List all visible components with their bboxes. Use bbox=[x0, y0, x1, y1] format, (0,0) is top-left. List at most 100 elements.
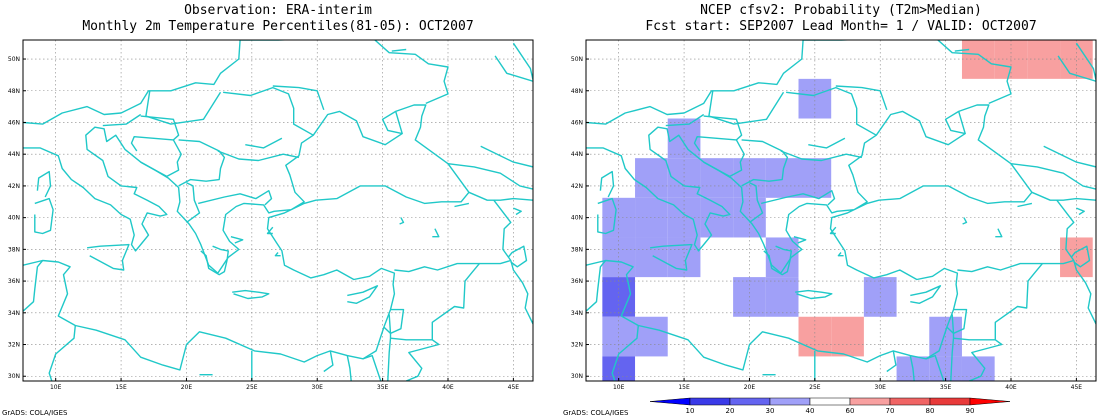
coastline-23 bbox=[958, 111, 966, 134]
probability-cell-4 bbox=[700, 158, 734, 198]
colorbar-label: 20 bbox=[726, 407, 735, 415]
coastline-10 bbox=[586, 40, 804, 125]
coastline-37 bbox=[586, 260, 607, 312]
coastline-18 bbox=[780, 150, 863, 162]
colorbar-swatch-3 bbox=[769, 397, 811, 406]
lat-tick-label: 40N bbox=[8, 215, 20, 222]
lat-tick-label: 38N bbox=[571, 246, 583, 253]
coastline-5 bbox=[347, 285, 379, 304]
coastline-39 bbox=[245, 137, 283, 149]
right-panel-title-line1: NCEP cfsv2: Probability (T2m>Median) bbox=[700, 3, 982, 18]
probability-colorbar: 10 20 30 40 60 70 80 90 bbox=[649, 397, 1011, 415]
coastline-48 bbox=[480, 145, 533, 168]
coastline-17 bbox=[198, 190, 273, 206]
coastline-19 bbox=[223, 86, 314, 136]
lon-tick-label: 30E bbox=[875, 384, 887, 391]
coastline-8 bbox=[829, 226, 837, 235]
coastline-48 bbox=[1043, 145, 1096, 168]
lon-tick-label: 45E bbox=[1071, 384, 1083, 391]
forecast-map-panel: 10E 15E 20E 25E 30E 35E 40E 45E 30N 32N 34N 36N 38N 4… bbox=[571, 39, 1097, 391]
coastline-14 bbox=[703, 139, 745, 178]
coastline-42 bbox=[995, 228, 1003, 238]
coastline-8 bbox=[266, 226, 274, 235]
coastline-11 bbox=[708, 90, 785, 125]
coastline-22 bbox=[936, 40, 1012, 105]
coastline-11 bbox=[145, 90, 222, 125]
coastline-33 bbox=[925, 354, 945, 381]
coastline-7 bbox=[230, 236, 244, 244]
lat-tick-label: 46N bbox=[571, 119, 583, 126]
colorbar-swatch-6 bbox=[889, 397, 931, 406]
coastline-46 bbox=[1075, 42, 1096, 80]
probability-cell-14 bbox=[635, 237, 668, 278]
lon-tick-label: 30E bbox=[312, 384, 324, 391]
lat-tick-label: 38N bbox=[8, 246, 20, 253]
colorbar-swatch-0 bbox=[649, 397, 691, 406]
lon-tick-label: 25E bbox=[809, 384, 821, 391]
colorbar-swatch-1 bbox=[689, 397, 731, 406]
lon-tick-label: 10E bbox=[50, 384, 62, 391]
coastline-47 bbox=[954, 48, 970, 52]
coastline-13 bbox=[130, 115, 180, 152]
probability-cell-22 bbox=[635, 316, 668, 357]
coastline-12 bbox=[665, 113, 705, 127]
coastline-0 bbox=[23, 104, 470, 371]
coastline-43 bbox=[513, 207, 522, 216]
probability-cell-19 bbox=[765, 277, 799, 317]
coastline-47 bbox=[391, 48, 407, 52]
coastline-43 bbox=[1076, 207, 1085, 216]
lon-tick-label: 40E bbox=[1005, 384, 1017, 391]
colorbar-label: 90 bbox=[966, 407, 975, 415]
grads-credit-left: GrADS: COLA/IGES bbox=[2, 409, 68, 417]
colorbar-label: 60 bbox=[846, 407, 855, 415]
coastline-27 bbox=[479, 259, 511, 265]
coastline-13 bbox=[693, 115, 743, 152]
lon-tick-label: 35E bbox=[940, 384, 952, 391]
lat-tick-label: 34N bbox=[8, 310, 20, 317]
coastline-33 bbox=[362, 354, 382, 381]
lon-tick-label: 20E bbox=[744, 384, 756, 391]
lon-tick-label: 40E bbox=[442, 384, 454, 391]
coastline-24 bbox=[447, 163, 533, 190]
probability-cell-34 bbox=[831, 316, 864, 357]
coastline-5 bbox=[910, 285, 942, 304]
coastline-44 bbox=[454, 202, 470, 208]
lon-tick-label: 35E bbox=[377, 384, 389, 391]
coastline-16 bbox=[749, 182, 764, 223]
lat-tick-label: 42N bbox=[8, 183, 20, 190]
coastline-18 bbox=[217, 150, 300, 162]
coastline-1 bbox=[36, 170, 52, 198]
lat-tick-label: 34N bbox=[571, 310, 583, 317]
lon-tick-label: 45E bbox=[508, 384, 520, 391]
probability-cell-2 bbox=[635, 158, 668, 198]
colorbar-label: 40 bbox=[806, 407, 815, 415]
coastline-16 bbox=[186, 182, 201, 223]
coastline-3 bbox=[87, 243, 130, 271]
colorbar-label: 70 bbox=[886, 407, 895, 415]
coastline-9 bbox=[274, 252, 281, 257]
colorbar-swatch-7 bbox=[929, 397, 971, 406]
coastline-1 bbox=[599, 170, 615, 198]
coastline-19 bbox=[786, 86, 877, 136]
coastline-4 bbox=[795, 289, 833, 300]
coastline-25 bbox=[468, 191, 533, 201]
lat-tick-label: 30N bbox=[571, 373, 583, 380]
coastline-24 bbox=[1010, 163, 1096, 190]
coastline-2 bbox=[597, 197, 617, 235]
coastline-25 bbox=[1031, 191, 1096, 201]
lat-tick-label: 32N bbox=[8, 342, 20, 349]
coastline-29 bbox=[951, 308, 968, 335]
coastline-46 bbox=[512, 42, 533, 80]
left-panel-title-line2: Monthly 2m Temperature Percentiles(81-05… bbox=[82, 19, 474, 34]
lat-tick-label: 40N bbox=[571, 215, 583, 222]
lat-tick-label: 48N bbox=[8, 88, 20, 95]
lat-tick-label: 48N bbox=[571, 88, 583, 95]
coastline-6 bbox=[763, 245, 792, 276]
coastline-41 bbox=[1070, 245, 1091, 268]
coastline-7 bbox=[793, 236, 807, 244]
lon-tick-label: 25E bbox=[246, 384, 258, 391]
coastline-15 bbox=[741, 139, 789, 187]
lat-tick-label: 36N bbox=[8, 278, 20, 285]
colorbar-swatch-4 bbox=[809, 397, 851, 406]
coastline-6 bbox=[200, 245, 229, 276]
